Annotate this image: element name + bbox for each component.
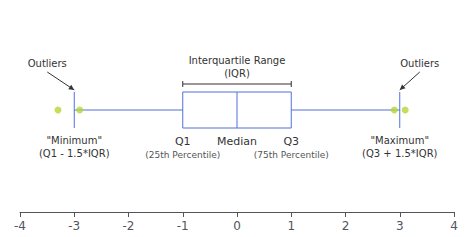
svg-text:"Minimum": "Minimum" [46, 135, 102, 146]
svg-text:(IQR): (IQR) [224, 68, 250, 79]
svg-text:(25th Percentile): (25th Percentile) [145, 150, 220, 160]
svg-text:-4: -4 [14, 219, 26, 233]
svg-text:0: 0 [233, 219, 241, 233]
svg-text:(Q3 + 1.5*IQR): (Q3 + 1.5*IQR) [362, 148, 438, 159]
svg-text:Median: Median [217, 135, 257, 148]
svg-text:Outliers: Outliers [28, 58, 67, 69]
svg-text:"Maximum": "Maximum" [371, 135, 429, 146]
svg-text:Outliers: Outliers [400, 58, 439, 69]
svg-text:-2: -2 [123, 219, 135, 233]
svg-text:-3: -3 [68, 219, 80, 233]
svg-text:-1: -1 [177, 219, 189, 233]
svg-text:3: 3 [396, 219, 404, 233]
svg-text:Interquartile Range: Interquartile Range [189, 55, 286, 66]
svg-text:1: 1 [287, 219, 295, 233]
svg-text:(75th Percentile): (75th Percentile) [254, 150, 329, 160]
svg-text:(Q1 - 1.5*IQR): (Q1 - 1.5*IQR) [39, 148, 110, 159]
svg-text:4: 4 [450, 219, 458, 233]
svg-text:2: 2 [342, 219, 350, 233]
svg-text:Q1: Q1 [175, 135, 191, 148]
svg-text:Q3: Q3 [283, 135, 299, 148]
